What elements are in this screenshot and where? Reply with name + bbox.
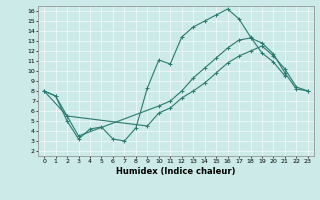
- X-axis label: Humidex (Indice chaleur): Humidex (Indice chaleur): [116, 167, 236, 176]
